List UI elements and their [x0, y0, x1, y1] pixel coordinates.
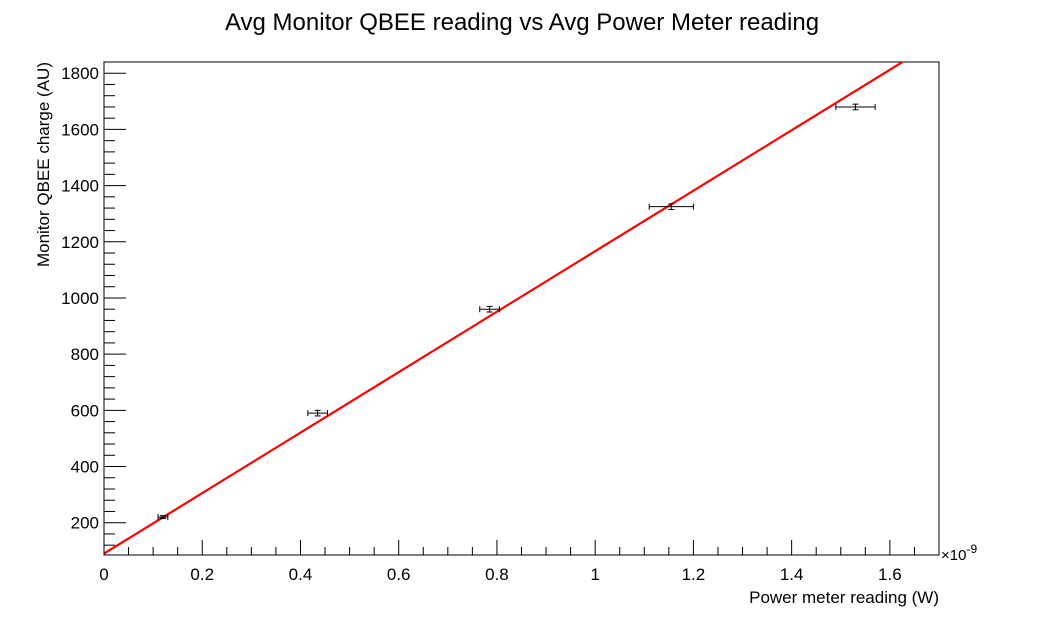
plot-frame — [103, 61, 940, 556]
x-tick-label: 1 — [590, 565, 599, 584]
data-point — [157, 514, 169, 521]
x-exponent-base: ×10 — [941, 547, 966, 564]
data-point — [479, 305, 500, 313]
chart-title: Avg Monitor QBEE reading vs Avg Power Me… — [225, 9, 819, 36]
x-exponent-label: ×10-9 — [941, 542, 977, 564]
x-exponent-power: -9 — [966, 542, 977, 556]
y-tick-label: 1400 — [61, 177, 99, 196]
y-tick-label: 600 — [71, 401, 99, 420]
data-point — [648, 203, 694, 210]
x-tick-label: 0 — [99, 565, 108, 584]
x-tick-label: 0.8 — [485, 565, 509, 584]
y-tick-label: 1600 — [61, 120, 99, 139]
y-tick-label: 1200 — [61, 233, 99, 252]
x-tick-label: 0.2 — [190, 565, 214, 584]
y-tick-label: 1800 — [61, 64, 99, 83]
data-point — [307, 409, 328, 417]
data-point — [835, 103, 876, 111]
y-axis-title: Monitor QBEE charge (AU) — [34, 62, 53, 267]
y-tick-label: 400 — [71, 458, 99, 477]
y-tick-label: 1000 — [61, 289, 99, 308]
x-tick-label: 1.4 — [780, 565, 804, 584]
x-tick-label: 0.6 — [387, 565, 411, 584]
y-tick-label: 200 — [71, 514, 99, 533]
y-tick-label: 800 — [71, 345, 99, 364]
fit-line — [104, 62, 905, 555]
x-tick-label: 1.6 — [878, 565, 902, 584]
x-axis-title: Power meter reading (W) — [749, 588, 939, 607]
x-tick-label: 0.4 — [289, 565, 313, 584]
x-tick-label: 1.2 — [682, 565, 706, 584]
